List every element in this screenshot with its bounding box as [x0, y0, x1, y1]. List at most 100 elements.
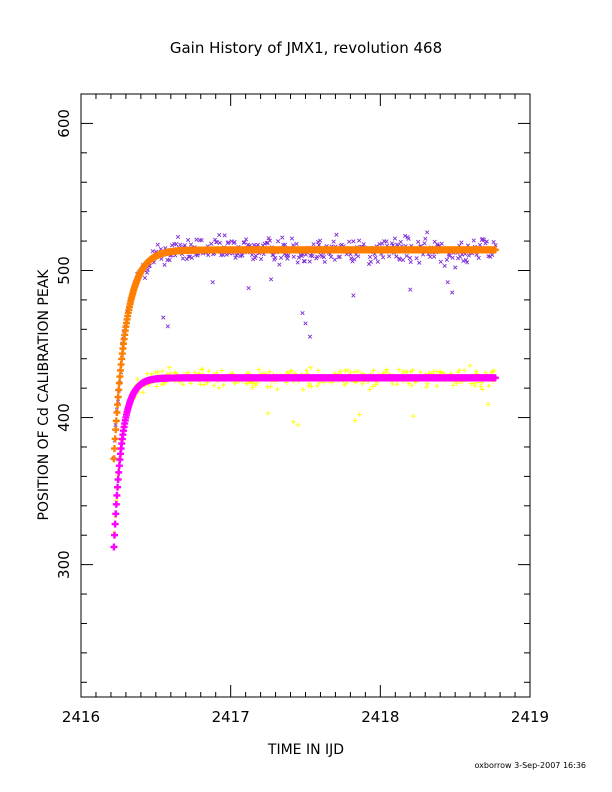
data-point-x	[444, 257, 450, 262]
data-point-x	[476, 255, 481, 261]
data-point-x	[432, 254, 437, 259]
data-point-x	[404, 253, 409, 259]
data-point-x	[232, 239, 237, 245]
data-point-x	[226, 240, 231, 245]
data-point-x	[425, 230, 430, 235]
data-point-x	[394, 254, 399, 259]
data-point-x	[484, 239, 489, 244]
data-point-x	[169, 243, 175, 248]
data-point-x	[466, 253, 471, 258]
x-tick-label: 2416	[62, 708, 100, 726]
x-tick-label: 2418	[361, 708, 399, 726]
data-point-x	[214, 240, 219, 245]
data-point-x	[178, 242, 183, 247]
y-tick-label: 300	[55, 550, 73, 579]
footer-credit: oxborrow 3-Sep-2007 16:36	[475, 761, 587, 770]
data-point-x	[285, 256, 290, 261]
data-point-x	[283, 242, 288, 247]
data-point-x	[189, 255, 194, 260]
data-point-x	[377, 242, 382, 247]
data-point-x	[300, 311, 305, 316]
data-point-x	[416, 239, 421, 245]
data-point-x	[180, 256, 186, 261]
data-point-x	[295, 260, 300, 265]
data-point-x	[286, 253, 291, 258]
data-point-x	[280, 235, 285, 240]
series-3	[110, 374, 499, 551]
data-point-x	[417, 260, 422, 265]
data-point-x	[224, 252, 229, 257]
data-point-x	[439, 241, 444, 246]
x-axis-tick-labels: 2416 2417 2418 2419	[62, 708, 549, 726]
data-point-x	[242, 240, 247, 245]
data-point-x	[158, 247, 163, 252]
data-point-x	[251, 242, 257, 247]
data-point-x	[406, 236, 411, 241]
y-axis-label: POSITION OF Cd CALIBRATION PEAK	[36, 269, 52, 521]
data-point-x	[159, 256, 164, 262]
data-point-x	[367, 254, 373, 260]
data-point-x	[445, 280, 450, 285]
data-point-x	[486, 254, 491, 259]
data-point-x	[222, 233, 227, 238]
data-point-x	[408, 259, 413, 265]
data-point-x	[155, 242, 160, 247]
chart-title: Gain History of JMX1, revolution 468	[170, 39, 442, 57]
data-point-x	[392, 236, 398, 241]
data-point-x	[275, 239, 281, 244]
y-axis-ticks	[81, 93, 530, 683]
data-point-x	[315, 239, 321, 244]
data-point-x	[163, 246, 168, 251]
data-point-x	[255, 242, 261, 247]
data-point-x	[289, 236, 295, 241]
data-point-x	[151, 260, 156, 265]
data-point-x	[162, 262, 167, 268]
series-layer	[110, 230, 499, 551]
series-0	[111, 230, 498, 461]
data-point-x	[246, 286, 251, 291]
data-point-x	[186, 254, 191, 259]
series-2	[111, 363, 498, 536]
data-point-x	[373, 255, 378, 260]
data-point-x	[331, 239, 336, 244]
data-point-x	[384, 239, 389, 244]
data-point-x	[302, 259, 307, 264]
data-point-x	[368, 259, 373, 264]
data-point-x	[266, 236, 271, 241]
data-point-x	[311, 242, 316, 247]
data-point-x	[422, 241, 427, 246]
data-point-x	[212, 237, 218, 242]
data-point-x	[357, 238, 362, 243]
data-point-x	[387, 254, 392, 259]
data-point-x	[217, 232, 222, 238]
data-point-x	[291, 254, 296, 259]
data-point-x	[491, 239, 496, 245]
x-tick-label: 2419	[511, 708, 549, 726]
data-point-x	[356, 254, 361, 259]
data-point-x	[474, 252, 479, 257]
data-point-x	[423, 236, 428, 241]
data-point-x	[352, 257, 357, 262]
data-point-x	[145, 267, 150, 272]
x-axis-ticks	[80, 94, 531, 697]
data-point-x	[332, 257, 337, 262]
data-point-x	[400, 257, 406, 263]
data-point-x	[258, 256, 264, 262]
data-point-x	[351, 239, 356, 244]
data-point-x	[463, 257, 469, 263]
data-point-x	[271, 252, 276, 257]
data-point-x	[209, 241, 214, 246]
data-point-x	[217, 240, 222, 245]
plot-frame	[80, 93, 531, 698]
data-point-x	[150, 249, 155, 254]
data-point-x	[315, 254, 320, 259]
data-point-x	[167, 258, 172, 263]
data-point-x	[380, 255, 386, 260]
data-point-x	[471, 238, 476, 243]
data-point-x	[310, 254, 315, 259]
data-point-x	[161, 315, 166, 320]
data-point-x	[210, 280, 215, 285]
data-point-x	[319, 254, 325, 259]
data-point-x	[249, 252, 255, 258]
